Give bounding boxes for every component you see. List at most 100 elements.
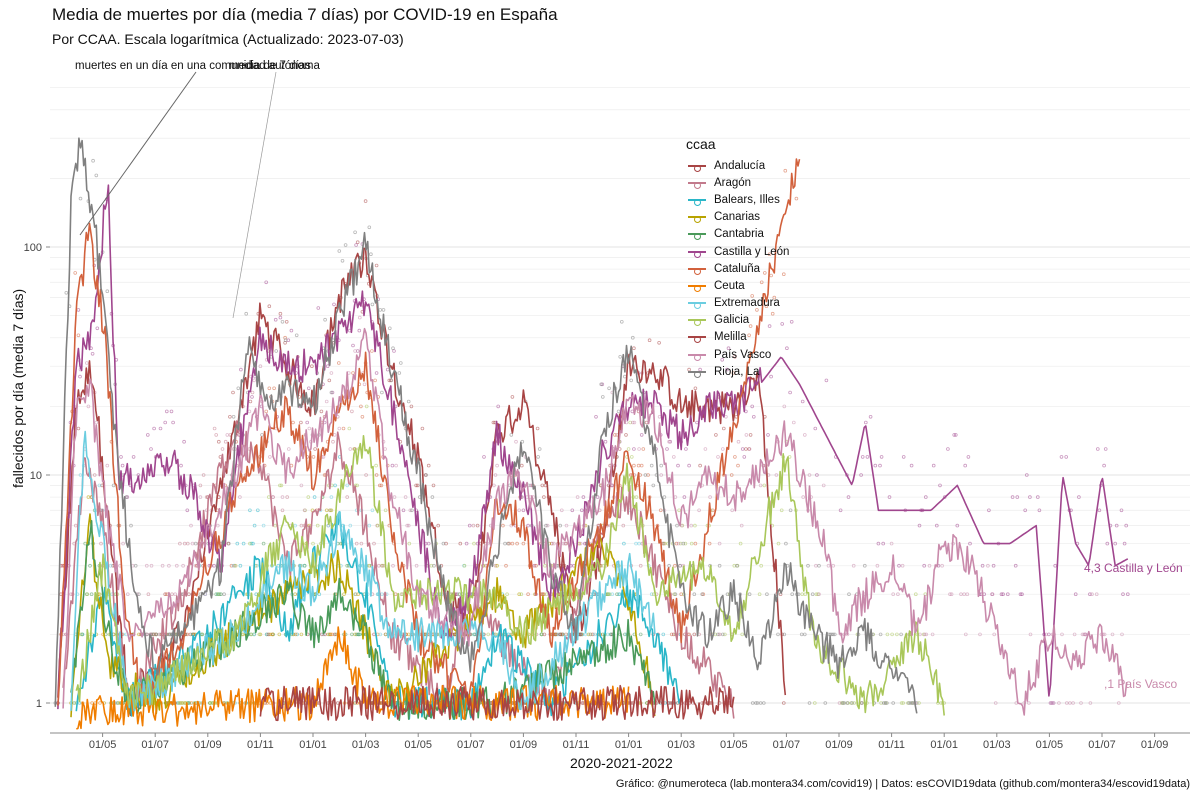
daily-point <box>255 508 260 513</box>
daily-point <box>231 563 236 568</box>
daily-point <box>683 541 688 546</box>
daily-point <box>1113 541 1117 546</box>
daily-point <box>526 592 530 596</box>
daily-point <box>851 563 856 568</box>
daily-point <box>405 523 410 528</box>
legend-item: Balears, Illes <box>686 191 789 208</box>
daily-point <box>1028 632 1033 637</box>
legend-key-icon <box>686 160 708 172</box>
x-tick-label: 01/01 <box>299 739 327 751</box>
daily-point <box>1083 632 1088 637</box>
daily-point <box>623 374 627 379</box>
daily-point <box>337 426 342 431</box>
daily-point <box>261 523 266 528</box>
daily-point <box>735 563 739 568</box>
daily-point <box>341 426 346 431</box>
daily-point <box>955 523 960 528</box>
daily-point <box>923 495 928 499</box>
daily-point <box>270 632 274 637</box>
daily-point <box>986 563 990 568</box>
daily-point <box>1120 632 1124 637</box>
daily-point <box>92 473 97 477</box>
daily-point <box>823 701 828 705</box>
daily-point <box>278 311 283 316</box>
chart-title: Media de muertes por día (media 7 días) … <box>52 5 558 24</box>
daily-point <box>420 426 425 431</box>
daily-point <box>807 701 812 705</box>
daily-point <box>350 409 354 414</box>
daily-point <box>802 433 807 437</box>
daily-point <box>331 439 335 444</box>
daily-point <box>294 333 299 338</box>
daily-point <box>1018 592 1023 596</box>
daily-point <box>154 632 159 637</box>
daily-point <box>493 473 498 477</box>
daily-point <box>965 592 970 596</box>
daily-point <box>643 473 648 477</box>
daily-point <box>917 701 921 705</box>
daily-point <box>431 483 436 488</box>
daily-point <box>175 563 179 568</box>
daily-point <box>403 495 408 499</box>
daily-point <box>662 495 667 499</box>
daily-point <box>908 701 913 705</box>
daily-point <box>544 523 548 528</box>
daily-point <box>383 508 388 513</box>
daily-point <box>733 455 737 459</box>
daily-point <box>847 592 851 596</box>
daily-point <box>733 354 737 359</box>
daily-point <box>328 508 333 513</box>
legend-key-icon <box>686 194 708 206</box>
daily-point <box>345 483 350 488</box>
daily-point <box>675 523 679 528</box>
daily-point <box>767 252 772 257</box>
daily-point <box>770 311 775 316</box>
daily-point <box>146 433 150 437</box>
daily-point <box>163 420 168 425</box>
daily-point <box>689 541 694 546</box>
daily-point <box>780 322 784 326</box>
daily-point <box>359 541 364 546</box>
daily-point <box>432 563 436 568</box>
daily-point <box>214 433 219 437</box>
x-tick-label: 01/01 <box>615 739 643 751</box>
daily-point <box>759 563 763 568</box>
daily-point <box>578 632 583 637</box>
daily-point <box>306 386 311 391</box>
daily-point <box>239 367 243 372</box>
daily-point <box>391 563 395 568</box>
daily-point <box>233 563 238 568</box>
daily-point <box>315 523 320 528</box>
daily-point <box>764 304 769 309</box>
daily-point <box>600 395 605 399</box>
daily-point <box>193 563 198 568</box>
daily-point <box>575 495 580 499</box>
daily-point <box>1079 701 1083 705</box>
daily-point <box>374 463 378 468</box>
series-lines <box>54 137 1129 730</box>
daily-point <box>340 258 345 263</box>
daily-point <box>200 632 204 637</box>
daily-point <box>364 473 368 477</box>
annotation-leaders <box>79 71 277 319</box>
x-tick-label: 01/09 <box>1141 739 1169 751</box>
daily-point <box>410 508 414 513</box>
daily-point <box>501 523 505 528</box>
daily-point <box>121 541 125 546</box>
daily-point <box>817 592 821 596</box>
daily-point <box>618 354 622 359</box>
daily-point <box>673 592 678 596</box>
daily-point <box>252 378 256 383</box>
daily-point <box>639 433 644 437</box>
daily-point <box>993 701 998 705</box>
daily-point <box>249 632 254 637</box>
daily-point <box>766 433 770 437</box>
daily-point <box>987 508 991 513</box>
daily-point <box>641 447 646 451</box>
daily-point <box>889 541 894 546</box>
daily-point <box>537 447 542 451</box>
daily-point <box>252 523 257 528</box>
daily-point <box>329 371 334 375</box>
daily-point <box>1072 632 1077 637</box>
daily-point <box>736 463 740 468</box>
